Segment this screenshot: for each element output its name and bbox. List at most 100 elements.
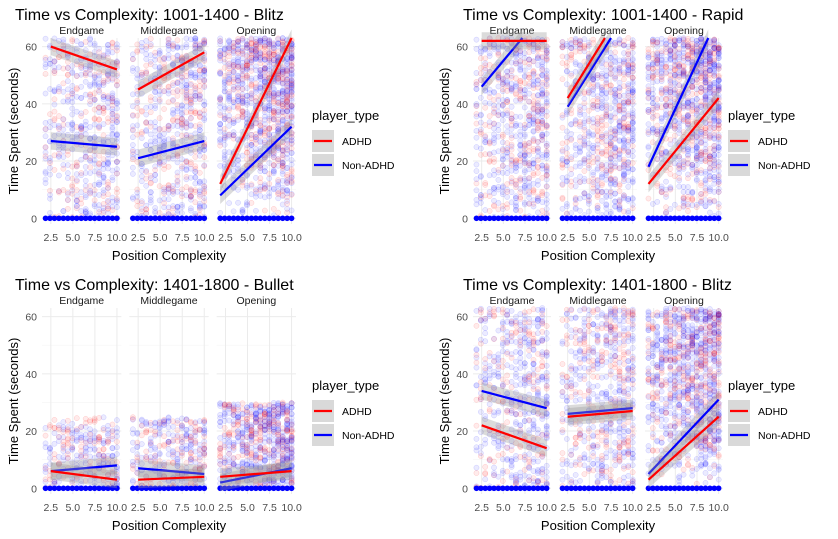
data-point — [616, 182, 623, 189]
data-point — [105, 68, 111, 74]
data-point — [109, 39, 116, 46]
data-point — [114, 195, 120, 202]
data-point — [105, 48, 111, 55]
data-point — [147, 197, 154, 203]
data-point — [100, 193, 107, 200]
data-point — [235, 104, 241, 111]
data-point — [543, 149, 550, 156]
data-point — [69, 215, 76, 222]
x-tick-label: 7.5 — [690, 232, 705, 244]
data-point — [73, 86, 80, 93]
data-point — [56, 54, 62, 60]
data-point — [105, 181, 111, 188]
data-point — [114, 82, 120, 88]
data-point — [543, 98, 550, 105]
data-point — [56, 113, 62, 119]
data-point — [217, 121, 224, 128]
data-point — [96, 49, 102, 55]
data-point — [288, 207, 295, 214]
data-point — [91, 115, 98, 122]
data-point — [96, 152, 102, 159]
data-point — [134, 203, 141, 209]
data-point — [478, 94, 484, 101]
data-point — [73, 93, 80, 100]
data-point — [96, 83, 102, 90]
data-point — [577, 163, 583, 170]
data-point — [543, 162, 550, 169]
x-tick-label: 5.0 — [153, 232, 168, 244]
data-point — [82, 192, 89, 199]
data-point — [56, 189, 62, 196]
data-point — [629, 201, 636, 208]
data-point — [87, 183, 94, 189]
data-point — [288, 180, 295, 187]
data-point — [581, 95, 588, 102]
data-point — [165, 196, 172, 203]
data-point — [96, 104, 102, 111]
data-point — [114, 117, 120, 123]
data-point — [114, 41, 120, 48]
data-point — [543, 130, 550, 137]
data-point — [91, 197, 98, 204]
data-point — [165, 208, 172, 215]
data-point — [82, 131, 89, 138]
data-point — [60, 52, 67, 59]
data-point — [56, 54, 62, 61]
data-point — [42, 126, 49, 133]
data-point — [248, 182, 255, 189]
data-point — [87, 36, 94, 43]
data-point — [60, 132, 67, 139]
data-point — [51, 58, 58, 65]
data-point — [56, 124, 62, 131]
data-point — [130, 126, 136, 133]
data-point — [201, 83, 208, 89]
data-point — [82, 72, 89, 79]
data-point — [491, 137, 497, 143]
data-point — [78, 129, 85, 136]
data-point — [114, 132, 120, 138]
data-point — [64, 43, 71, 50]
data-point — [495, 127, 502, 133]
data-point — [82, 187, 89, 193]
data-point — [78, 124, 85, 131]
data-point — [69, 69, 76, 75]
data-point — [114, 170, 120, 177]
data-point — [73, 45, 80, 52]
data-point — [629, 50, 636, 56]
data-point — [82, 39, 89, 45]
data-point — [100, 156, 107, 163]
data-point — [663, 178, 669, 185]
data-point — [174, 92, 181, 99]
data-point — [105, 93, 111, 100]
data-point — [192, 163, 199, 170]
data-point — [105, 104, 111, 111]
data-point — [82, 149, 89, 156]
data-point — [109, 124, 116, 131]
data-point — [60, 165, 67, 172]
data-point — [130, 56, 136, 62]
data-point — [105, 134, 111, 141]
data-point — [87, 158, 94, 164]
data-point — [105, 149, 111, 156]
data-point — [64, 65, 71, 71]
data-point — [130, 103, 136, 110]
data-point — [114, 59, 120, 66]
data-point — [201, 154, 208, 161]
data-point — [134, 112, 141, 119]
trend-line-non-adhd — [50, 139, 118, 148]
data-point — [91, 49, 98, 55]
data-point — [82, 194, 89, 201]
data-point — [667, 206, 674, 212]
data-point — [517, 195, 524, 202]
data-point — [51, 64, 58, 71]
data-point — [543, 122, 550, 129]
data-point — [60, 36, 67, 43]
data-point — [495, 177, 502, 183]
data-point — [109, 194, 116, 201]
data-point — [109, 203, 116, 210]
data-point — [82, 208, 89, 214]
data-point — [689, 189, 696, 196]
data-point — [577, 207, 583, 214]
data-point — [96, 123, 102, 129]
